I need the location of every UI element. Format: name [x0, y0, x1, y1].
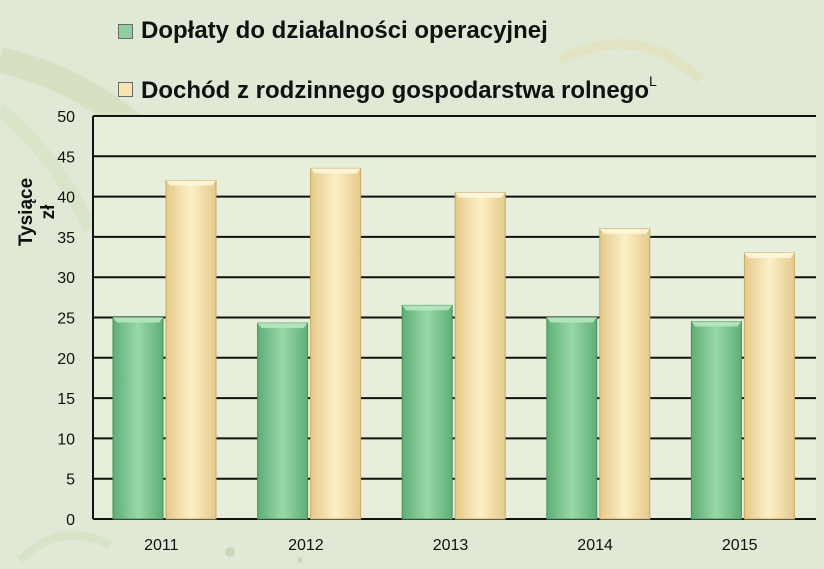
y-tick-label: 10 — [57, 431, 75, 448]
bar-doplaty — [401, 304, 453, 520]
y-tick-label: 50 — [57, 109, 75, 126]
x-tick-label: 2014 — [577, 537, 613, 554]
bar-doplaty — [112, 317, 164, 520]
bar-doplaty — [690, 321, 742, 520]
x-tick-label: 2011 — [144, 537, 179, 554]
y-tick-label: 0 — [66, 512, 75, 529]
bar-dochod — [599, 228, 651, 520]
bar-bevel-top — [113, 317, 163, 323]
bar-bevel-top — [310, 168, 361, 174]
y-tick-label: 15 — [57, 391, 75, 408]
legend-superscript: L — [649, 73, 657, 89]
bar-bevel-top — [599, 228, 650, 234]
bar-bevel-top — [166, 180, 216, 186]
legend-label-dochod-text: Dochód z rodzinnego gospodarstwa rolnego — [141, 77, 649, 104]
bar-bevel-top — [744, 253, 795, 259]
legend-item-doplaty: Dopłaty do działalności operacyjnej — [118, 12, 657, 50]
legend-label-doplaty: Dopłaty do działalności operacyjnej — [141, 17, 548, 44]
y-tick-label: 5 — [66, 472, 75, 489]
y-tick-label: 45 — [57, 149, 75, 166]
y-tick-label: 25 — [57, 311, 75, 328]
bar-bevel-top — [546, 317, 597, 323]
bar-dochod — [165, 179, 217, 520]
bar-dochod — [310, 167, 362, 520]
bar-bevel-top — [455, 192, 506, 198]
x-tick-label: 2015 — [722, 537, 758, 554]
legend-label-dochod: Dochód z rodzinnego gospodarstwa rolnego… — [141, 73, 657, 105]
bar-bevel-top — [691, 321, 742, 327]
y-tick-label: 30 — [57, 270, 75, 287]
legend-item-dochod: Dochód z rodzinnego gospodarstwa rolnego… — [118, 70, 657, 108]
chart-legend: Dopłaty do działalności operacyjnej Doch… — [118, 12, 657, 128]
bar-bevel-top — [257, 323, 308, 329]
legend-swatch-doplaty — [118, 23, 133, 39]
bar-doplaty — [546, 317, 598, 520]
y-tick-label: 35 — [57, 230, 75, 247]
bar-doplaty — [257, 322, 309, 520]
x-tick-label: 2012 — [288, 537, 324, 554]
bar-dochod — [743, 252, 795, 520]
y-tick-label: 40 — [57, 190, 75, 207]
bar-bevel-top — [402, 305, 453, 311]
bar-dochod — [454, 192, 506, 520]
y-tick-label: 20 — [57, 351, 75, 368]
x-tick-label: 2013 — [433, 537, 469, 554]
legend-swatch-dochod — [118, 81, 133, 97]
